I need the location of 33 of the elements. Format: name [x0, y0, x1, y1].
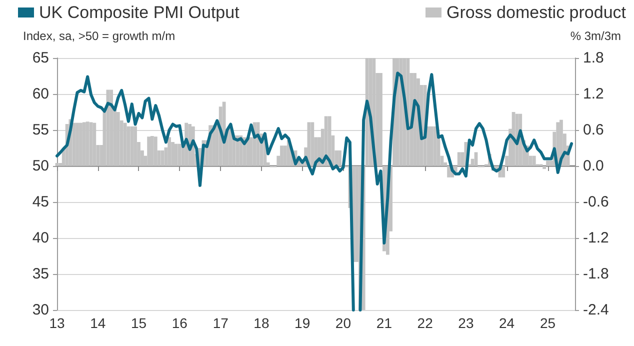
y2-tick-label: 0.0	[583, 158, 604, 174]
y-tick-label: 55	[32, 122, 49, 138]
y-tick-label: 60	[32, 86, 49, 102]
x-tick-label: 21	[376, 315, 392, 331]
y2-tick-label: -1.8	[583, 266, 609, 282]
y-axis-title: Index, sa, >50 = growth m/m	[23, 29, 176, 43]
y2-tick-label: -2.4	[583, 302, 609, 318]
y2-tick-label: -1.2	[583, 230, 609, 246]
x-tick-label: 25	[540, 315, 556, 331]
y2-tick-label: 1.8	[583, 50, 604, 66]
legend-label: UK Composite PMI Output	[39, 3, 240, 22]
y-tick-label: 35	[32, 266, 49, 282]
x-tick-label: 20	[335, 315, 352, 331]
x-tick-label: 14	[90, 315, 106, 331]
y-tick-label: 50	[32, 158, 49, 174]
y-tick-label: 45	[32, 194, 49, 210]
y-tick-label: 40	[32, 230, 49, 246]
y2-tick-label: -0.6	[583, 194, 609, 210]
y2-tick-label: 1.2	[583, 86, 604, 102]
x-tick-label: 13	[49, 315, 65, 331]
x-tick-label: 19	[294, 315, 310, 331]
y2-axis-title: % 3m/3m	[570, 29, 622, 43]
x-tick-label: 24	[499, 315, 515, 331]
x-tick-label: 22	[417, 315, 434, 331]
legend-label: Gross domestic product	[446, 3, 626, 22]
x-tick-label: 18	[254, 315, 270, 331]
x-tick-label: 15	[130, 315, 147, 331]
y-tick-label: 30	[32, 302, 49, 318]
x-tick-label: 23	[458, 315, 474, 331]
x-tick-label: 17	[212, 315, 229, 331]
y2-tick-label: 0.6	[583, 122, 604, 138]
y-tick-label: 65	[32, 50, 49, 66]
x-tick-label: 16	[172, 315, 188, 331]
